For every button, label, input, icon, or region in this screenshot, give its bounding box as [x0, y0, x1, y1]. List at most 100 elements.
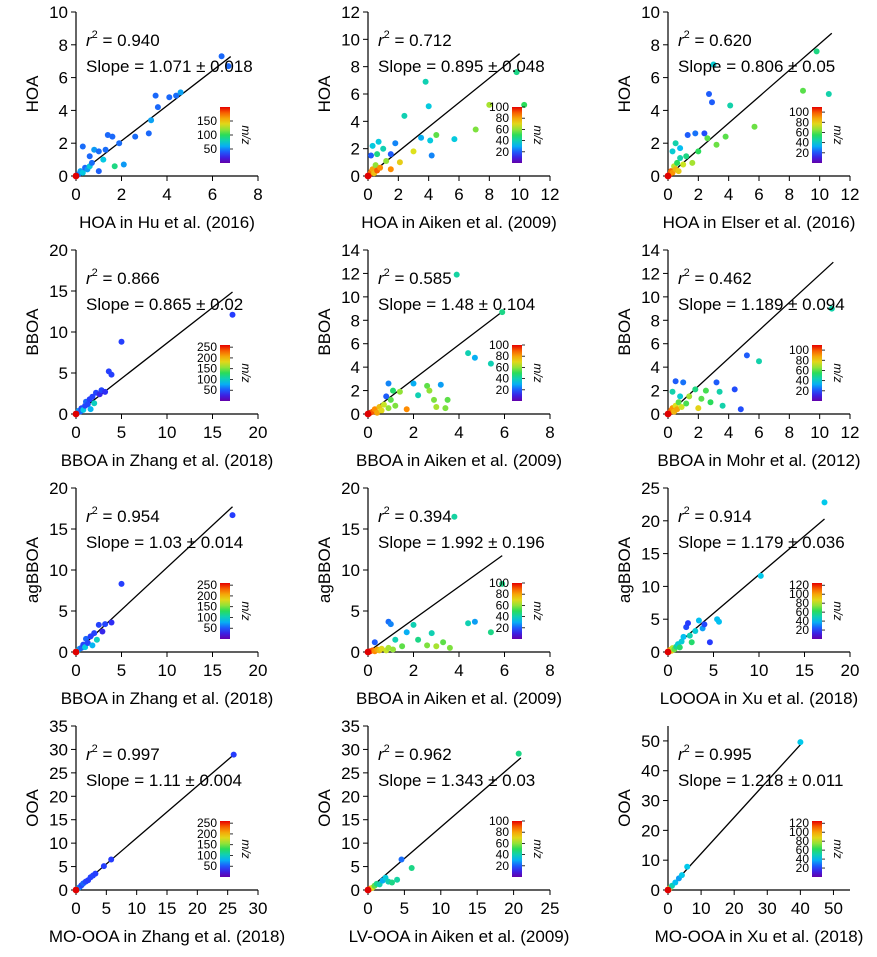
y-tick-label: 6: [59, 69, 68, 88]
colorbar: [220, 583, 230, 639]
data-point: [383, 393, 390, 400]
colorbar-tick-label: 150: [197, 114, 217, 128]
y-tick-label: 25: [341, 764, 360, 783]
slope-annotation: Slope = 1.071 ± 0.018: [86, 57, 253, 76]
y-tick-label: 8: [59, 36, 68, 55]
colorbar: [512, 821, 522, 877]
colorbar-tick-label: 100: [197, 128, 217, 142]
data-point: [118, 580, 125, 587]
data-point: [415, 392, 422, 399]
data-point: [111, 163, 118, 170]
x-tick-label: 0: [663, 423, 672, 442]
fit-line: [667, 742, 803, 891]
origin-point: [72, 886, 80, 894]
data-point: [743, 352, 750, 359]
x-axis-label: BBOA in Aiken et al. (2009): [356, 689, 562, 708]
y-tick-label: 25: [49, 764, 68, 783]
y-tick-label: 4: [651, 358, 660, 377]
data-point: [229, 512, 236, 519]
panel-9: 0 5 10 15 20 25 0 5 10 15 20 LOOOA in Xu et al. (20…: [615, 479, 859, 708]
colorbar-tick-label: 150: [197, 838, 217, 852]
x-axis-label: HOA in Hu et al. (2016): [79, 213, 255, 232]
y-tick-label: 25: [641, 479, 660, 498]
data-point: [828, 305, 835, 312]
data-point: [692, 386, 699, 393]
y-tick-label: 0: [651, 643, 660, 662]
data-point: [695, 617, 702, 624]
colorbar-tick-label: 250: [197, 578, 217, 592]
colorbar-tick-label: 50: [204, 142, 218, 156]
y-axis-label: OOA: [23, 788, 42, 826]
data-point: [390, 387, 396, 394]
y-axis-label: OOA: [315, 788, 334, 826]
x-tick-label: 10: [127, 899, 146, 918]
data-point: [108, 856, 115, 863]
x-tick-label: 20: [841, 661, 860, 680]
data-point: [713, 141, 720, 148]
colorbar-tick-label: 40: [796, 614, 810, 628]
colorbar-tick-label: 40: [496, 848, 510, 862]
r2-annotation: r2 = 0.462: [678, 267, 752, 288]
y-tick-label: 0: [59, 881, 68, 900]
origin-point: [364, 172, 372, 180]
y-tick-label: 0: [651, 881, 660, 900]
colorbar-tick-label: 100: [489, 576, 509, 590]
x-tick-label: 25: [218, 899, 237, 918]
data-point: [437, 381, 444, 388]
x-tick-label: 8: [545, 661, 554, 680]
y-tick-label: 6: [351, 85, 360, 104]
data-point: [403, 406, 410, 413]
data-point: [674, 406, 681, 413]
data-point: [87, 406, 94, 413]
y-tick-label: 20: [49, 241, 68, 260]
colorbar-label: m/z: [831, 601, 845, 620]
y-tick-label: 6: [351, 335, 360, 354]
x-tick-label: 10: [810, 185, 829, 204]
y-axis-label: BBOA: [23, 308, 42, 356]
data-point: [424, 382, 431, 389]
data-point: [166, 94, 173, 101]
x-tick-label: 15: [158, 899, 177, 918]
x-tick-label: 0: [71, 185, 80, 204]
y-tick-label: 10: [49, 3, 68, 22]
colorbar-tick-label: 200: [197, 589, 217, 603]
data-point: [378, 645, 385, 652]
x-tick-label: 2: [694, 185, 703, 204]
data-point: [372, 162, 379, 169]
x-tick-label: 8: [785, 185, 794, 204]
slope-annotation: Slope = 0.865 ± 0.02: [86, 295, 243, 314]
origin-point: [364, 886, 372, 894]
colorbar-tick-label: 20: [796, 146, 810, 160]
data-point: [674, 159, 681, 166]
y-tick-label: 10: [641, 3, 660, 22]
x-tick-label: 2: [117, 185, 126, 204]
y-tick-label: 30: [49, 740, 68, 759]
data-point: [689, 159, 696, 166]
y-tick-label: 6: [651, 335, 660, 354]
y-axis-label: HOA: [23, 75, 42, 113]
y-tick-label: 10: [641, 288, 660, 307]
colorbar: [220, 107, 230, 163]
y-tick-label: 5: [351, 602, 360, 621]
panel-5: 0 2 4 6 8 10 12 14 0 2 4 6 8 BBOA in Aiken et al. (20…: [315, 241, 562, 470]
data-point: [669, 148, 676, 155]
data-point: [706, 639, 713, 646]
colorbar-tick-label: 50: [204, 859, 218, 873]
data-point: [89, 642, 96, 649]
y-tick-label: 20: [49, 787, 68, 806]
data-point: [676, 644, 683, 651]
data-point: [410, 621, 417, 628]
data-point: [451, 513, 458, 520]
x-tick-label: 10: [750, 661, 769, 680]
data-point: [410, 380, 417, 387]
data-point: [88, 159, 95, 166]
y-tick-label: 15: [341, 811, 360, 830]
data-point: [684, 132, 691, 138]
y-tick-label: 5: [351, 858, 360, 877]
x-tick-label: 5: [400, 899, 409, 918]
data-point: [431, 396, 437, 403]
x-axis-label: MO-OOA in Zhang et al. (2018): [49, 927, 285, 946]
y-tick-label: 0: [59, 167, 68, 186]
colorbar-tick-label: 200: [197, 827, 217, 841]
x-tick-label: 10: [810, 423, 829, 442]
